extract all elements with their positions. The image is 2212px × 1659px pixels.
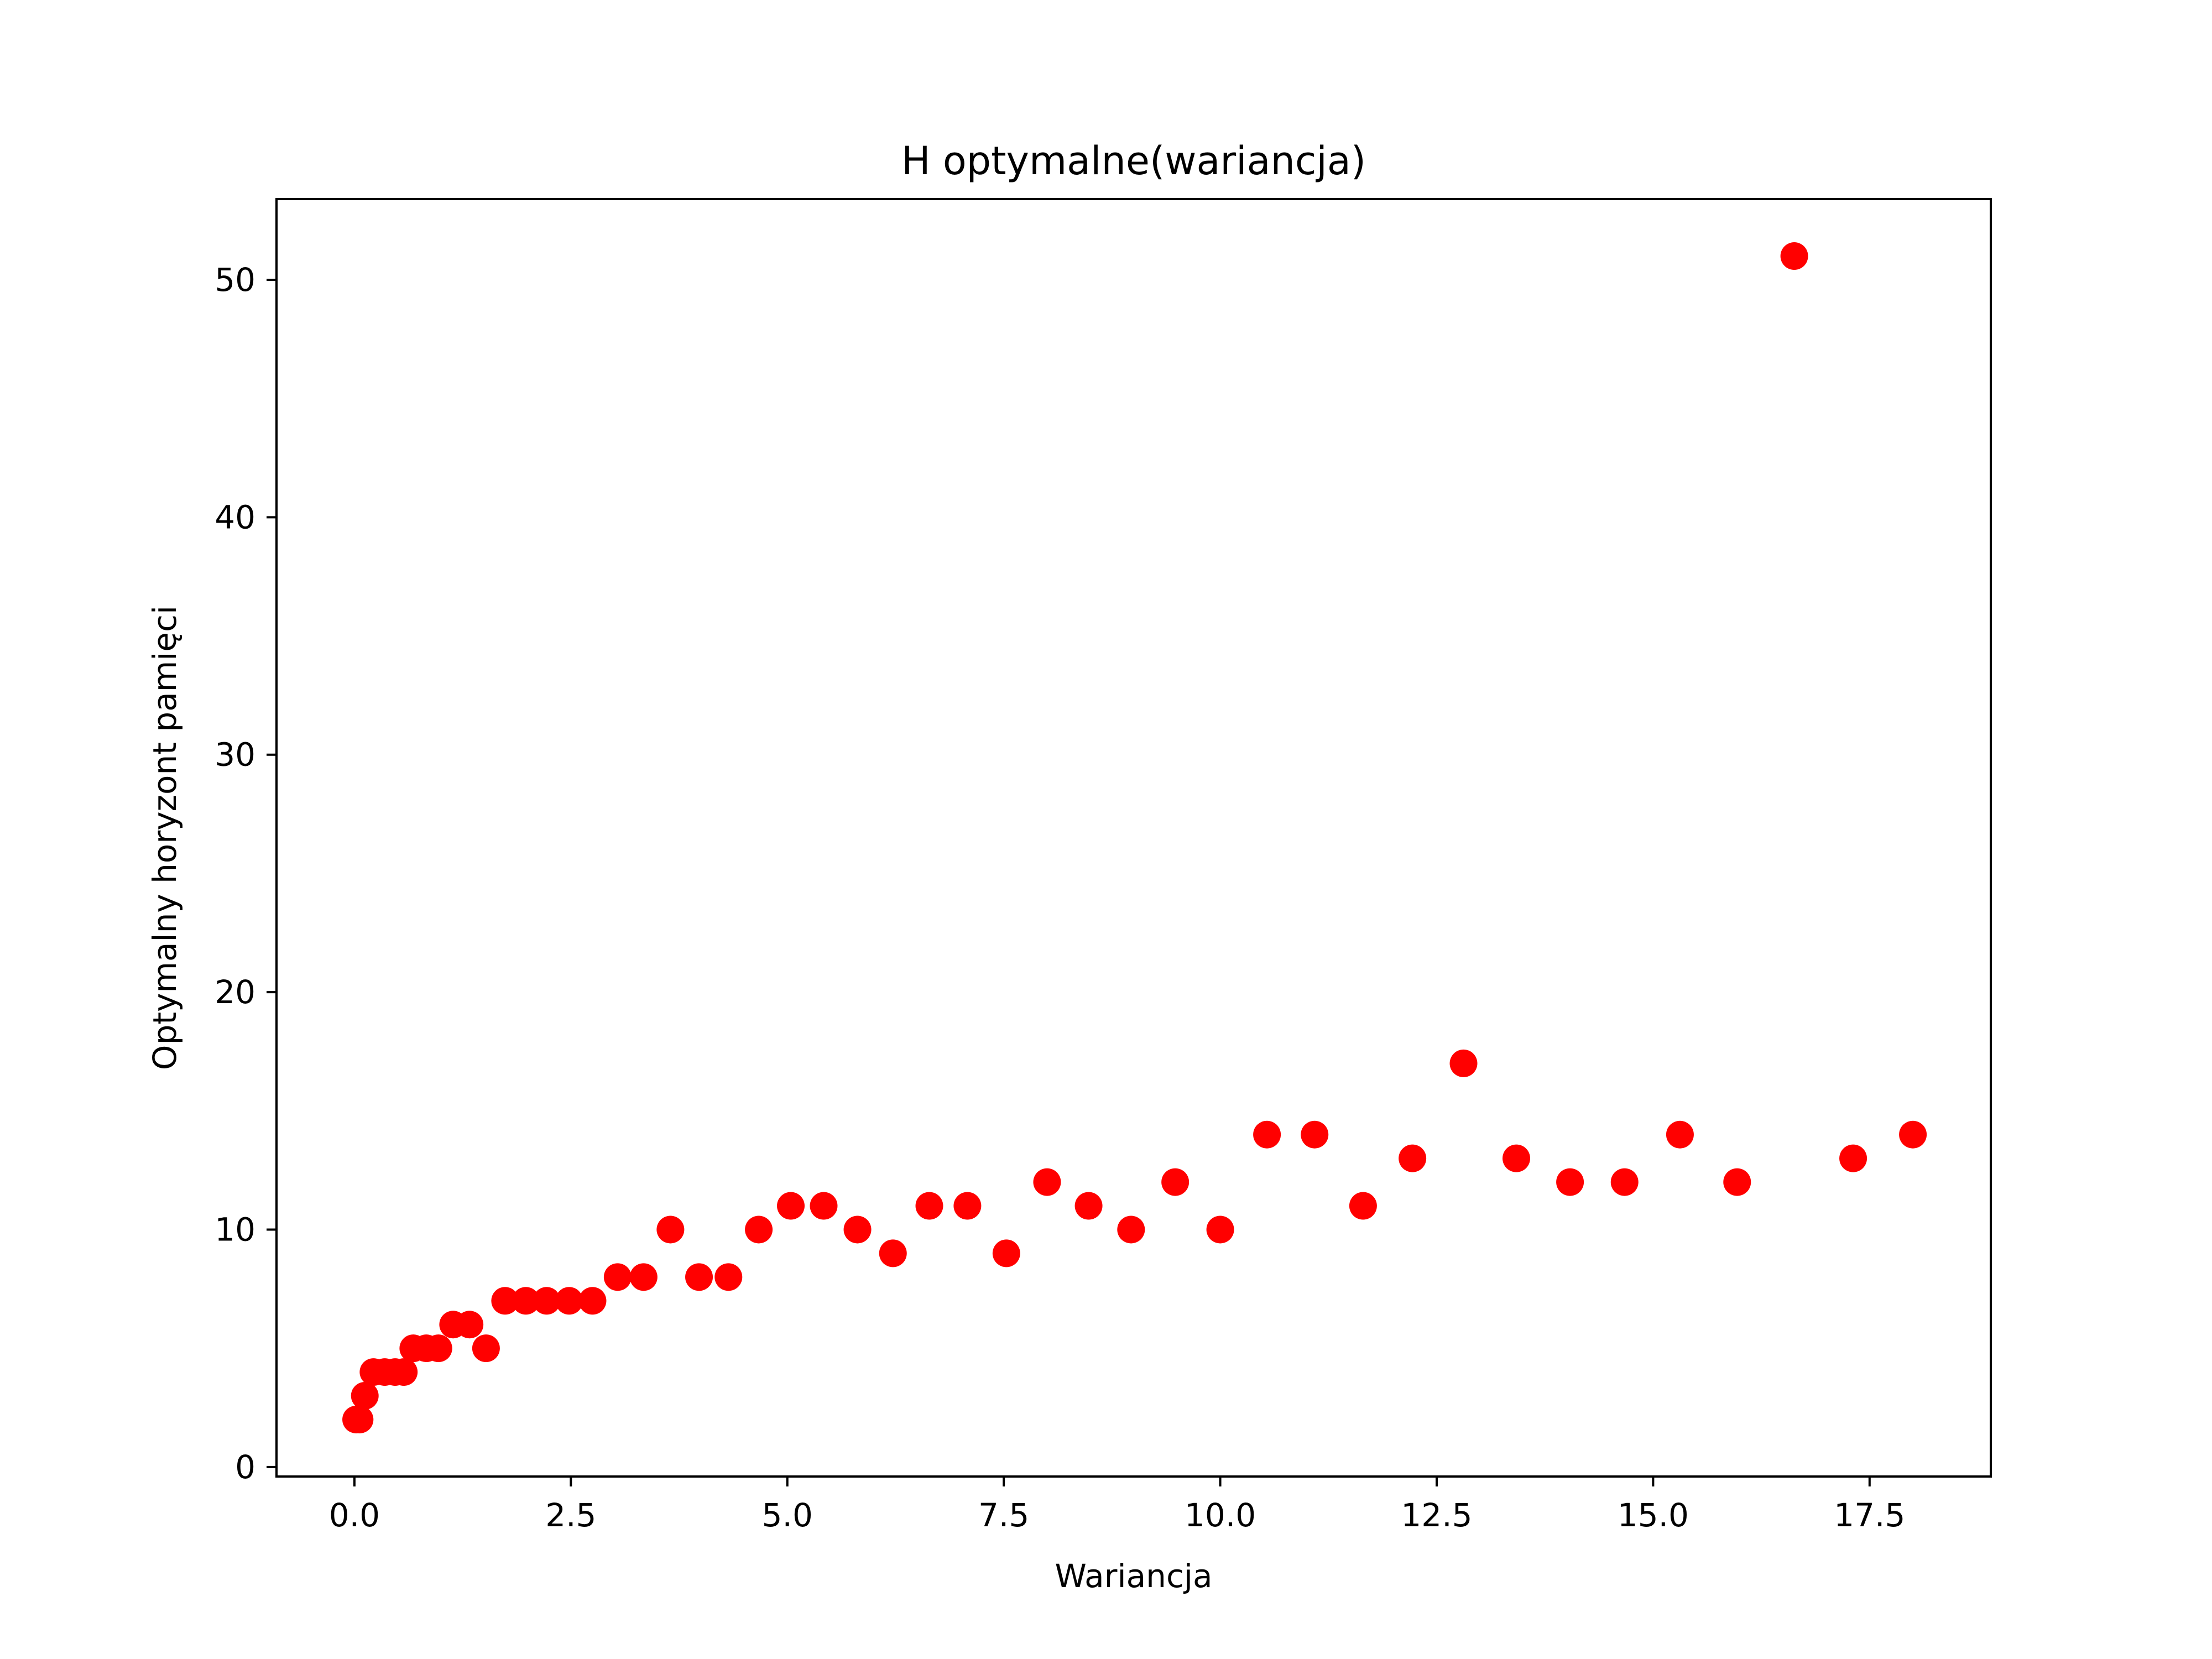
data-point [685,1263,713,1291]
data-point [424,1334,452,1363]
data-point [1301,1120,1329,1149]
y-tick-label: 10 [215,1211,255,1248]
data-point [472,1334,500,1363]
x-axis-ticks: 0.0 2.5 5.0 7.5 10.0 12.5 15.0 17.5 [329,1477,1905,1534]
data-point [714,1263,743,1291]
y-tick-label: 20 [215,973,255,1011]
x-tick-label: 17.5 [1834,1496,1905,1534]
data-point [1723,1168,1751,1196]
x-tick-label: 7.5 [978,1496,1029,1534]
x-tick-label: 12.5 [1401,1496,1472,1534]
data-point [992,1239,1020,1267]
plot-area-frame [275,198,1992,1478]
data-point [555,1287,583,1315]
data-point [346,1405,374,1433]
y-axis-label: Optymalny horyzont pamięci [146,606,184,1070]
chart-title: H optymalne(wariancja) [901,138,1366,184]
y-tick-label: 40 [215,498,255,536]
data-point [1666,1120,1694,1149]
data-point [512,1287,540,1315]
data-point [1503,1144,1531,1172]
y-tick-label: 50 [215,261,255,299]
data-point [491,1287,519,1315]
data-point [1610,1168,1639,1196]
data-point [1399,1144,1427,1172]
data-point [1349,1192,1377,1220]
y-tick-label: 30 [215,736,255,774]
data-point [879,1239,907,1267]
data-point [603,1263,632,1291]
data-point [656,1215,685,1244]
data-point [915,1192,943,1220]
data-point [533,1287,561,1315]
x-axis-label: Wariancja [1055,1557,1213,1595]
data-point [578,1287,607,1315]
data-point [810,1192,838,1220]
data-point [1161,1168,1190,1196]
data-point [1206,1215,1234,1244]
data-point [777,1192,805,1220]
data-point [1117,1215,1145,1244]
data-points [342,242,1927,1433]
data-point [953,1192,982,1220]
data-point [745,1215,773,1244]
data-point [1839,1144,1867,1172]
data-point [629,1263,658,1291]
data-point [843,1215,872,1244]
x-tick-label: 0.0 [329,1496,380,1534]
data-point [1033,1168,1061,1196]
data-point [390,1358,418,1386]
x-tick-label: 2.5 [545,1496,596,1534]
x-tick-label: 5.0 [762,1496,813,1534]
x-tick-label: 15.0 [1618,1496,1689,1534]
data-point [456,1311,484,1339]
data-point [1449,1049,1478,1077]
y-tick-label: 0 [235,1448,255,1486]
data-point [351,1382,379,1410]
data-point [1556,1168,1584,1196]
data-point [1253,1120,1281,1149]
data-point [1899,1120,1927,1149]
data-point [1780,242,1808,270]
x-tick-label: 10.0 [1185,1496,1256,1534]
y-axis-ticks: 0 10 20 30 40 50 [215,261,276,1486]
data-point [1074,1192,1103,1220]
